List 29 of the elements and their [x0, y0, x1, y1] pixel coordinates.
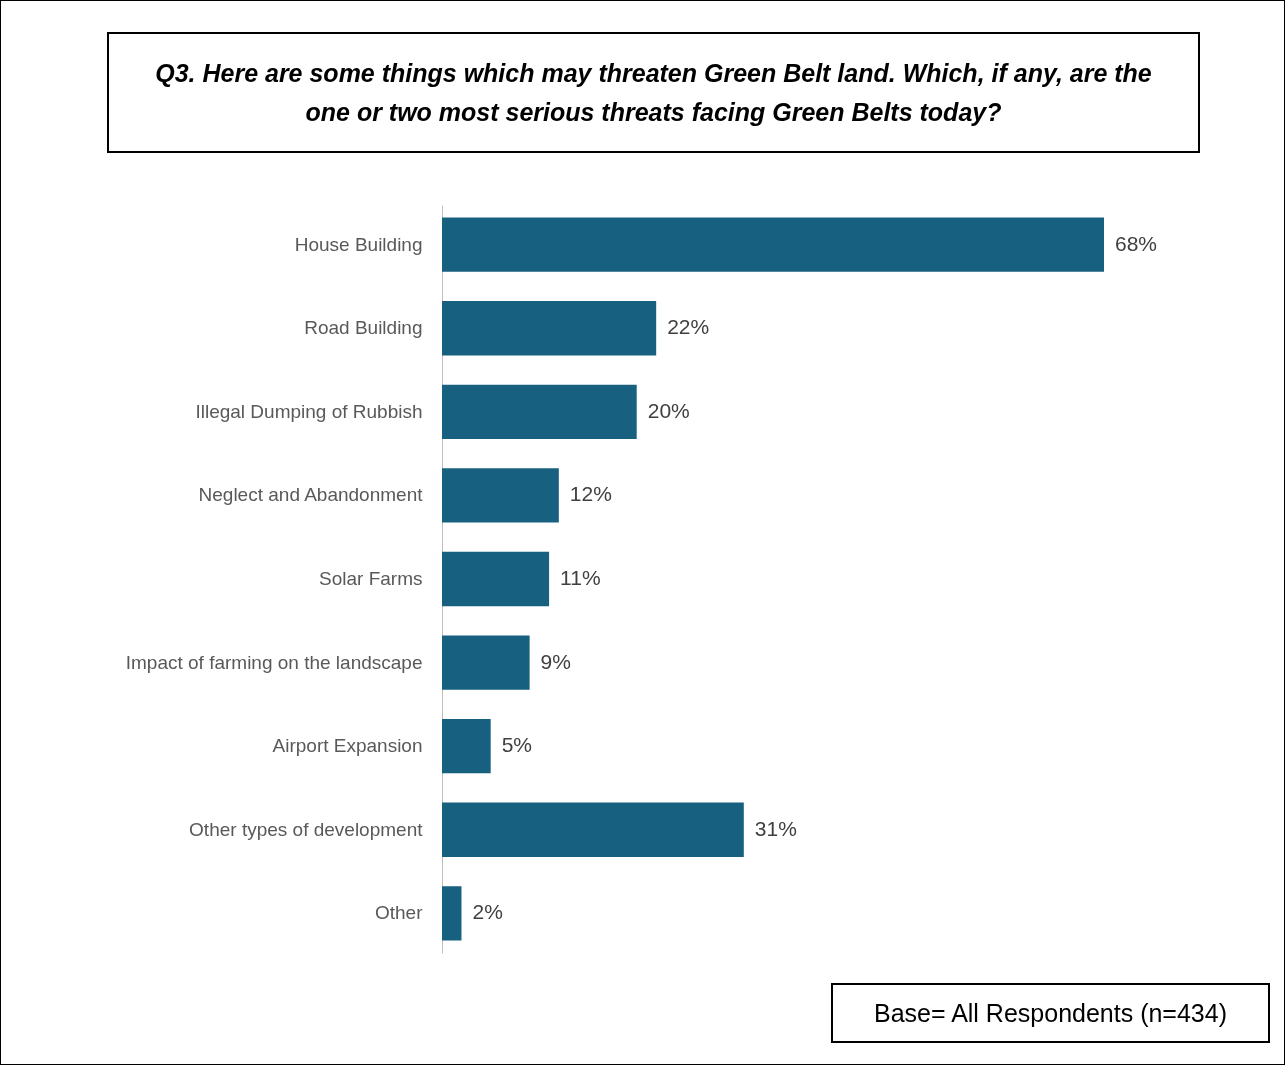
y-tick-label: Other types of development — [189, 818, 424, 840]
data-label: 11% — [560, 566, 601, 589]
y-tick-label: Neglect and Abandonment — [198, 484, 424, 506]
data-label: 22% — [667, 315, 710, 339]
bar — [442, 635, 530, 690]
text: Base= All Respondents (n=434) — [831, 983, 1270, 1043]
bar — [442, 468, 559, 523]
bar — [442, 802, 744, 857]
data-label: 68% — [1115, 231, 1158, 255]
y-tick-label: Other — [374, 902, 424, 924]
y-tick-label: Airport Expansion — [272, 735, 423, 757]
bar — [442, 551, 550, 607]
data-label: 20% — [647, 398, 690, 422]
bar — [442, 301, 657, 356]
y-tick-label: Road Building — [304, 317, 423, 339]
data-label: 12% — [569, 482, 612, 506]
y-tick-label: Solar Farms — [319, 568, 423, 589]
bar — [442, 217, 1104, 272]
bar — [442, 718, 491, 774]
y-tick-label: Illegal Dumping of Rubbish — [195, 400, 423, 422]
y-tick-label: House Building — [294, 233, 423, 255]
data-label: 5% — [501, 733, 533, 757]
chart-title: Q3. Here are some things which may threaten Green Belt land. Which, if any, are the one or two most serious threats facing Green Belts today? — [107, 32, 1200, 153]
data-label: 2% — [472, 900, 503, 924]
bar — [442, 886, 462, 941]
data-label: 9% — [540, 649, 571, 673]
data-label: 31% — [754, 816, 797, 840]
bar — [442, 384, 637, 440]
y-tick-label: Impact of farming on the landscape — [125, 651, 423, 673]
